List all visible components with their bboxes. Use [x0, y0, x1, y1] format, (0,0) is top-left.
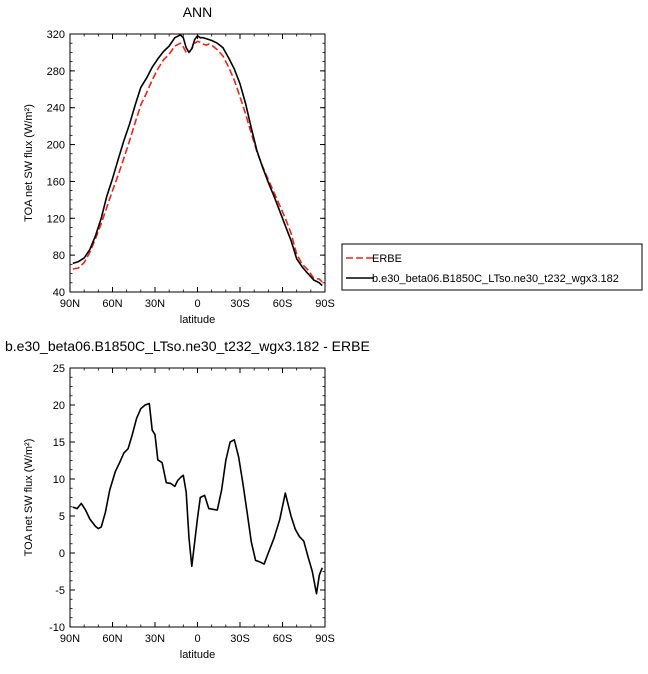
- y-tick-label: 320: [47, 29, 65, 41]
- x-tick-label: 0: [194, 633, 200, 645]
- y-tick-label: 25: [53, 363, 65, 375]
- y-tick-label: 80: [53, 250, 65, 262]
- plot-frame: [69, 33, 326, 293]
- y-tick-label: 200: [47, 140, 65, 152]
- y-tick-label: -5: [55, 585, 65, 597]
- x-tick-label: 90S: [315, 633, 335, 645]
- chart-title: b.e30_beta06.B1850C_LTso.ne30_t232_wgx3.…: [5, 338, 370, 354]
- series-line-erbe: [72, 40, 323, 283]
- x-tick-label: 60N: [102, 633, 122, 645]
- x-tick-label: 60N: [102, 298, 122, 310]
- y-axis-label: TOA net SW flux (W/m²): [23, 439, 35, 557]
- x-tick-label: 90N: [60, 298, 80, 310]
- x-tick-label: 60S: [273, 298, 293, 310]
- y-tick-label: 280: [47, 66, 65, 78]
- y-tick-label: 5: [59, 511, 65, 523]
- y-tick-label: -10: [49, 622, 65, 634]
- y-tick-label: 10: [53, 474, 65, 486]
- x-tick-label: 30S: [230, 298, 250, 310]
- y-tick-label: 40: [53, 287, 65, 299]
- x-tick-label: 90N: [60, 633, 80, 645]
- y-tick-label: 0: [59, 548, 65, 560]
- x-tick-label: 30N: [145, 298, 165, 310]
- x-tick-label: 90S: [315, 298, 335, 310]
- chart-title: ANN: [183, 4, 213, 20]
- x-tick-label: 0: [194, 298, 200, 310]
- legend-box: [341, 243, 643, 291]
- y-tick-label: 120: [47, 213, 65, 225]
- legend-entry: ERBE: [372, 253, 402, 265]
- y-tick-label: 15: [53, 437, 65, 449]
- legend-entry: b.e30_beta06.B1850C_LTso.ne30_t232_wgx3.…: [372, 273, 619, 285]
- x-axis-label: latitude: [180, 649, 215, 661]
- y-tick-label: 240: [47, 103, 65, 115]
- y-tick-label: 20: [53, 400, 65, 412]
- x-axis-label: latitude: [180, 314, 215, 326]
- y-tick-label: 160: [47, 176, 65, 188]
- x-tick-label: 60S: [273, 633, 293, 645]
- series-line-difference: [72, 402, 323, 595]
- x-tick-label: 30S: [230, 633, 250, 645]
- series-line-b-e30-beta06-b1850c-ltso: [72, 34, 323, 287]
- x-tick-label: 30N: [145, 633, 165, 645]
- y-axis-label: TOA net SW flux (W/m²): [23, 104, 35, 222]
